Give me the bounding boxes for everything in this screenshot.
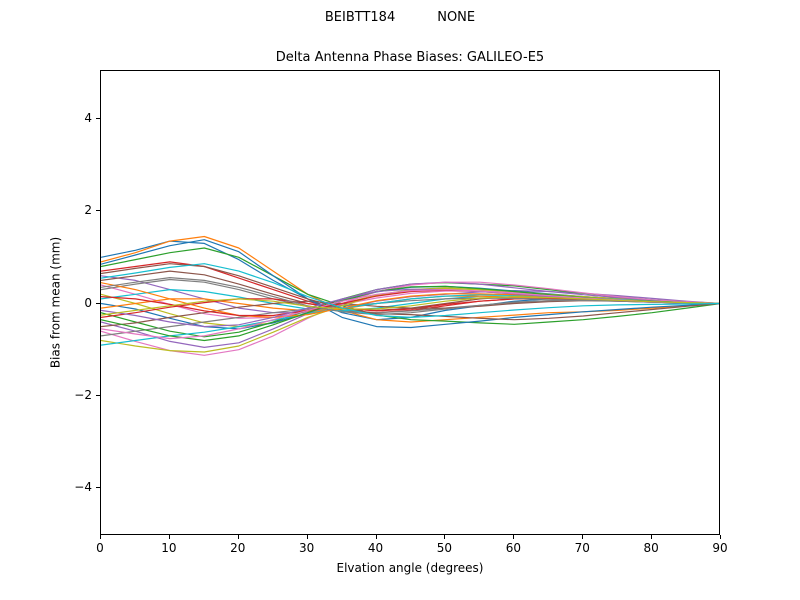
x-tick-label: 20 xyxy=(230,541,246,555)
x-tick-label: 60 xyxy=(505,541,521,555)
y-tick-label: −2 xyxy=(74,387,92,402)
series-line-s30 xyxy=(101,263,719,318)
series-line-s03 xyxy=(101,247,719,325)
x-tick-label: 40 xyxy=(367,541,384,555)
series-line-s26 xyxy=(101,263,719,321)
series-line-s17 xyxy=(101,281,719,356)
y-tick-mark xyxy=(96,117,100,119)
mode-label: NONE xyxy=(437,10,476,25)
x-tick-mark xyxy=(720,535,721,539)
y-tick-label: 2 xyxy=(84,203,92,218)
station-name: BEIBTT184 xyxy=(324,10,396,25)
x-tick-label: 50 xyxy=(436,541,453,555)
series-line-s15 xyxy=(101,281,719,348)
figure-title: BEIBTT184 NONE xyxy=(0,10,800,26)
x-tick-mark xyxy=(651,535,653,539)
chart-title: Delta Antenna Phase Biases: GALILEO-E5 xyxy=(275,50,545,65)
series-line-s02 xyxy=(101,235,719,323)
x-tick-mark xyxy=(582,535,584,539)
x-tick-label: 10 xyxy=(161,541,177,555)
x-tick-label: 30 xyxy=(299,541,315,555)
series-line-s23 xyxy=(101,285,719,342)
x-tick-mark xyxy=(375,535,377,539)
x-tick-mark xyxy=(237,535,239,539)
x-tick-mark xyxy=(100,535,101,539)
y-tick-label: 0 xyxy=(84,295,92,310)
x-tick-label: 70 xyxy=(574,541,590,555)
x-tick-mark xyxy=(513,535,515,539)
y-tick-mark xyxy=(96,394,100,396)
series-line-s29 xyxy=(101,296,719,316)
line-plot xyxy=(101,235,719,356)
y-tick-label: −4 xyxy=(74,480,92,495)
y-tick-mark xyxy=(96,487,100,489)
x-tick-label: 0 xyxy=(96,541,104,555)
y-tick-mark xyxy=(96,210,100,212)
x-tick-mark xyxy=(444,535,446,539)
x-tick-mark xyxy=(306,535,308,539)
y-tick-mark xyxy=(96,302,100,304)
plot-area xyxy=(100,70,720,535)
x-tick-mark xyxy=(168,535,170,539)
y-tick-label: 4 xyxy=(84,110,92,125)
series-line-s21 xyxy=(101,239,719,329)
x-tick-label: 80 xyxy=(643,541,659,555)
x-axis-label: Elvation angle (degrees) xyxy=(336,561,484,575)
x-tick-label: 90 xyxy=(712,541,728,555)
